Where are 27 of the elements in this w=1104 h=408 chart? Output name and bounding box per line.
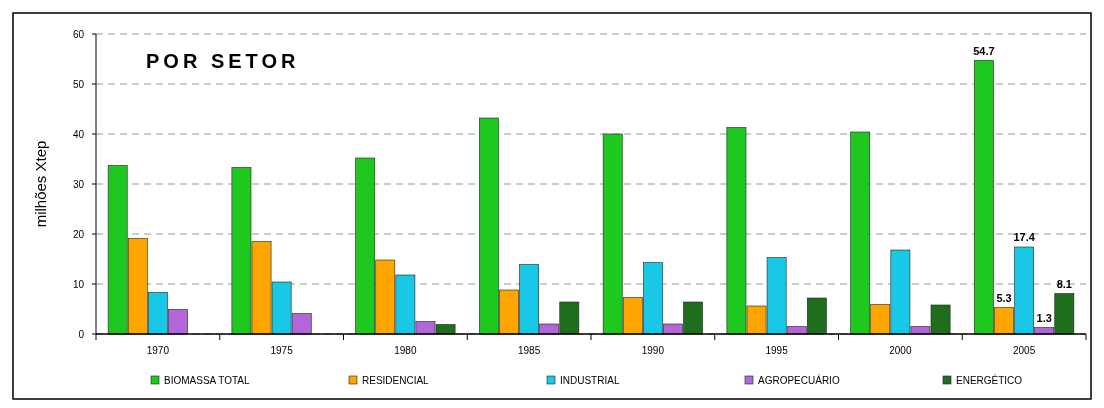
x-tick-label: 1990 [641,345,665,356]
x-tick-label: 2000 [889,345,912,356]
x-tick-label: 2005 [1013,345,1036,356]
y-tick-label: 60 [72,28,85,40]
legend-label: AGROPECUÁRIO [758,374,840,386]
data-label: 17.4 [1013,231,1036,243]
x-tick-label: 1970 [146,345,170,356]
text: POR SETOR [146,50,300,72]
y-axis-title: milhões Xtep [32,140,49,228]
y-tick-label: 40 [72,128,85,140]
legend-label: INDUSTRIAL [560,375,620,386]
y-tick-label: 50 [72,78,85,90]
x-tick-label: 1980 [394,345,417,356]
data-label: 1.3 [1036,311,1052,324]
y-tick-label: 10 [72,278,85,290]
data-label: 54.7 [973,44,995,57]
x-tick-label: 1985 [518,345,541,356]
legend-label: ENERGÉTICO [956,374,1023,386]
data-label: 5.3 [996,291,1012,304]
legend-label: BIOMASSA TOTAL [164,375,251,386]
x-tick-label: 1975 [270,345,294,356]
y-tick-label: 20 [72,228,85,240]
x-tick-label: 1995 [765,345,789,356]
y-tick-label: 0 [78,328,85,340]
data-label: 8.1 [1056,277,1072,290]
legend-label: RESIDENCIAL [362,375,430,386]
y-tick-label: 30 [72,178,85,190]
